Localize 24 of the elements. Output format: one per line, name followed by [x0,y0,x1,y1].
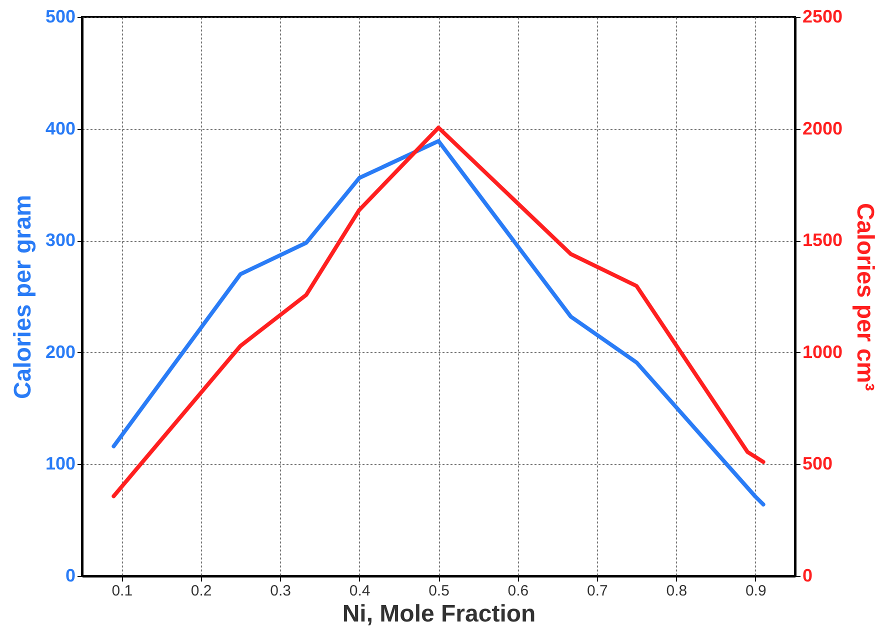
x-tick-label: 0.2 [190,582,212,600]
x-tick-label: 0.6 [508,582,529,600]
x-axis-title: Ni, Mole Fraction [342,600,536,628]
y2-tick-label: 500 [802,454,833,474]
x-tick-label: 0.8 [666,582,688,600]
x-tick-label: 0.3 [270,582,291,600]
x-tick-label: 0.5 [428,582,450,600]
y-tick-label: 300 [45,230,76,250]
y-tick-label: 400 [45,118,76,138]
y2-tick-label: 1500 [802,230,843,250]
x-tick-label: 0.7 [587,582,608,600]
y-axis-title: Calories per gram [9,194,36,400]
y2-tick-label: 2000 [802,118,843,138]
y2-tick-label: 2500 [802,6,843,26]
x-tick-label: 0.4 [349,582,370,600]
y2-axis-title: Calories per cm³ [852,202,879,392]
y-tick-label: 200 [45,342,76,362]
x-tick-label: 0.1 [112,582,133,600]
y-tick-label: 100 [45,454,76,474]
y2-tick-label: 1000 [802,342,843,362]
y-tick-label: 500 [45,6,76,26]
y2-tick-label: 0 [802,566,813,586]
y-tick-label: 0 [65,566,76,586]
x-tick-label: 0.9 [745,582,766,600]
